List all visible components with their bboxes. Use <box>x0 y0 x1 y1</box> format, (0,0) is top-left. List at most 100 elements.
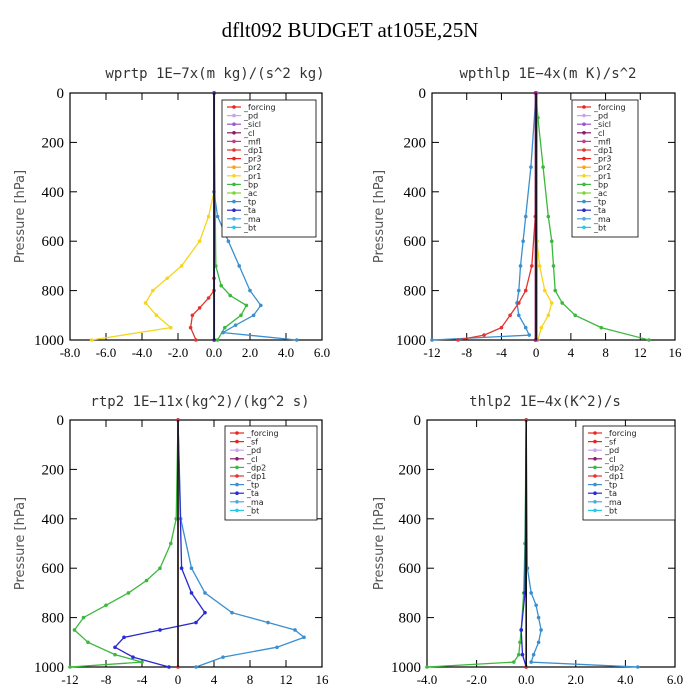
legend-item: _dp1 <box>577 146 613 155</box>
x-tick-label: -4 <box>496 345 507 360</box>
data-point <box>131 655 135 659</box>
x-tick-label: 6.0 <box>667 672 683 687</box>
data-point <box>194 620 198 625</box>
legend-marker <box>235 431 239 435</box>
data-point <box>529 660 533 664</box>
legend-item: _sicl <box>577 120 611 129</box>
legend-item: _ac <box>227 189 257 198</box>
legend-item: _forcing <box>227 103 276 112</box>
y-tick-label: 600 <box>42 561 65 577</box>
legend-marker <box>232 182 236 187</box>
legend-label: _tp <box>243 198 256 207</box>
series-tp <box>430 91 538 342</box>
series-dp1 <box>425 418 528 669</box>
legend-item: _dp1 <box>588 472 624 481</box>
legend-marker <box>582 217 586 221</box>
data-point <box>539 325 544 330</box>
data-point <box>206 296 211 300</box>
y-axis-label: Pressure [hPa] <box>372 497 387 590</box>
data-point <box>539 628 543 632</box>
legend-label: _tp <box>593 198 606 207</box>
legend-item: _sf <box>230 438 258 447</box>
legend-marker <box>232 131 236 135</box>
data-point <box>190 313 195 318</box>
x-tick-label: -4.0 <box>132 345 153 360</box>
x-tick-label: 4.0 <box>278 345 294 360</box>
data-point <box>158 628 162 632</box>
legend-label: _pd <box>243 112 258 121</box>
legend-item: _cl <box>230 455 258 464</box>
legend-label: _forcing <box>593 103 626 112</box>
legend-item: _tp <box>230 481 259 490</box>
legend-item: _forcing <box>588 429 637 438</box>
series-tp <box>524 418 640 669</box>
x-tick-label: 8 <box>602 345 609 360</box>
legend-marker <box>235 448 239 453</box>
legend-marker <box>232 225 236 230</box>
data-point <box>237 264 241 268</box>
legend-marker <box>235 500 239 504</box>
data-point <box>203 610 207 615</box>
legend-marker <box>582 165 586 169</box>
legend-marker <box>582 113 586 118</box>
legend-label: _bp <box>243 180 258 189</box>
legend-box <box>221 99 317 238</box>
data-point <box>516 288 521 293</box>
data-point <box>221 330 225 335</box>
y-tick-label: 800 <box>404 284 427 300</box>
data-point <box>560 301 564 305</box>
y-tick-label: 1000 <box>34 333 64 349</box>
legend-label: _ta <box>604 489 617 498</box>
legend-item: _cl <box>577 129 605 138</box>
legend-label: _mfl <box>243 137 261 146</box>
series-line <box>189 93 215 341</box>
data-point <box>549 239 554 243</box>
data-point <box>206 214 211 219</box>
data-point <box>529 165 533 169</box>
legend-item: _tp <box>577 198 606 207</box>
data-point <box>523 288 528 293</box>
data-point <box>122 635 126 640</box>
series-dp1 <box>68 418 180 669</box>
data-point <box>573 313 577 318</box>
legend-item: _pd <box>577 112 608 121</box>
y-tick-label: 800 <box>399 611 422 627</box>
legend-item: _tp <box>588 481 617 490</box>
x-tick-label: 12 <box>280 672 293 687</box>
legend-label: _tp <box>604 481 617 490</box>
legend-box <box>582 425 676 521</box>
data-point <box>482 333 486 337</box>
legend-label: _dp1 <box>593 146 613 155</box>
legend-marker <box>232 105 236 109</box>
data-point <box>266 620 270 625</box>
panel-3: rtp2 1E−11x(kg^2)/(kg^2 s) Pressure [hPa]… <box>13 394 329 687</box>
legend-label: _ma <box>593 215 611 224</box>
data-point <box>158 566 162 570</box>
data-point <box>425 665 429 669</box>
legend-label: _pr1 <box>593 172 611 181</box>
legend-item: _cl <box>227 129 255 138</box>
legend-label: _sf <box>246 438 258 447</box>
data-point <box>534 603 538 608</box>
legend-item: _forcing <box>230 429 279 438</box>
legend-label: _cl <box>243 129 255 138</box>
data-point <box>456 338 460 342</box>
legend-label: _bt <box>604 506 617 515</box>
x-tick-label: 0 <box>533 345 540 360</box>
data-point <box>516 313 521 318</box>
y-tick-label: 1000 <box>391 660 421 676</box>
panel-title: wprtp 1E−7x(m kg)/(s^2 kg) <box>105 66 324 82</box>
legend: _forcing_pd_sicl_cl_mfl_dp1_pr3_pr2_pr1_… <box>221 99 317 238</box>
legend-label: _ta <box>243 206 256 215</box>
data-point <box>536 615 541 620</box>
legend-item: _bp <box>577 180 608 189</box>
legend: _forcing_sf_pd_cl_dp2_dp1_tp_ta_ma_bt <box>582 425 676 521</box>
series-pr1 <box>89 91 216 342</box>
legend-marker <box>593 465 597 470</box>
legend-marker <box>582 139 586 144</box>
legend-item: _mfl <box>227 137 261 146</box>
x-tick-label: 2.0 <box>242 345 258 360</box>
x-tick-label: -12 <box>61 672 78 687</box>
legend-label: _bt <box>593 223 606 232</box>
